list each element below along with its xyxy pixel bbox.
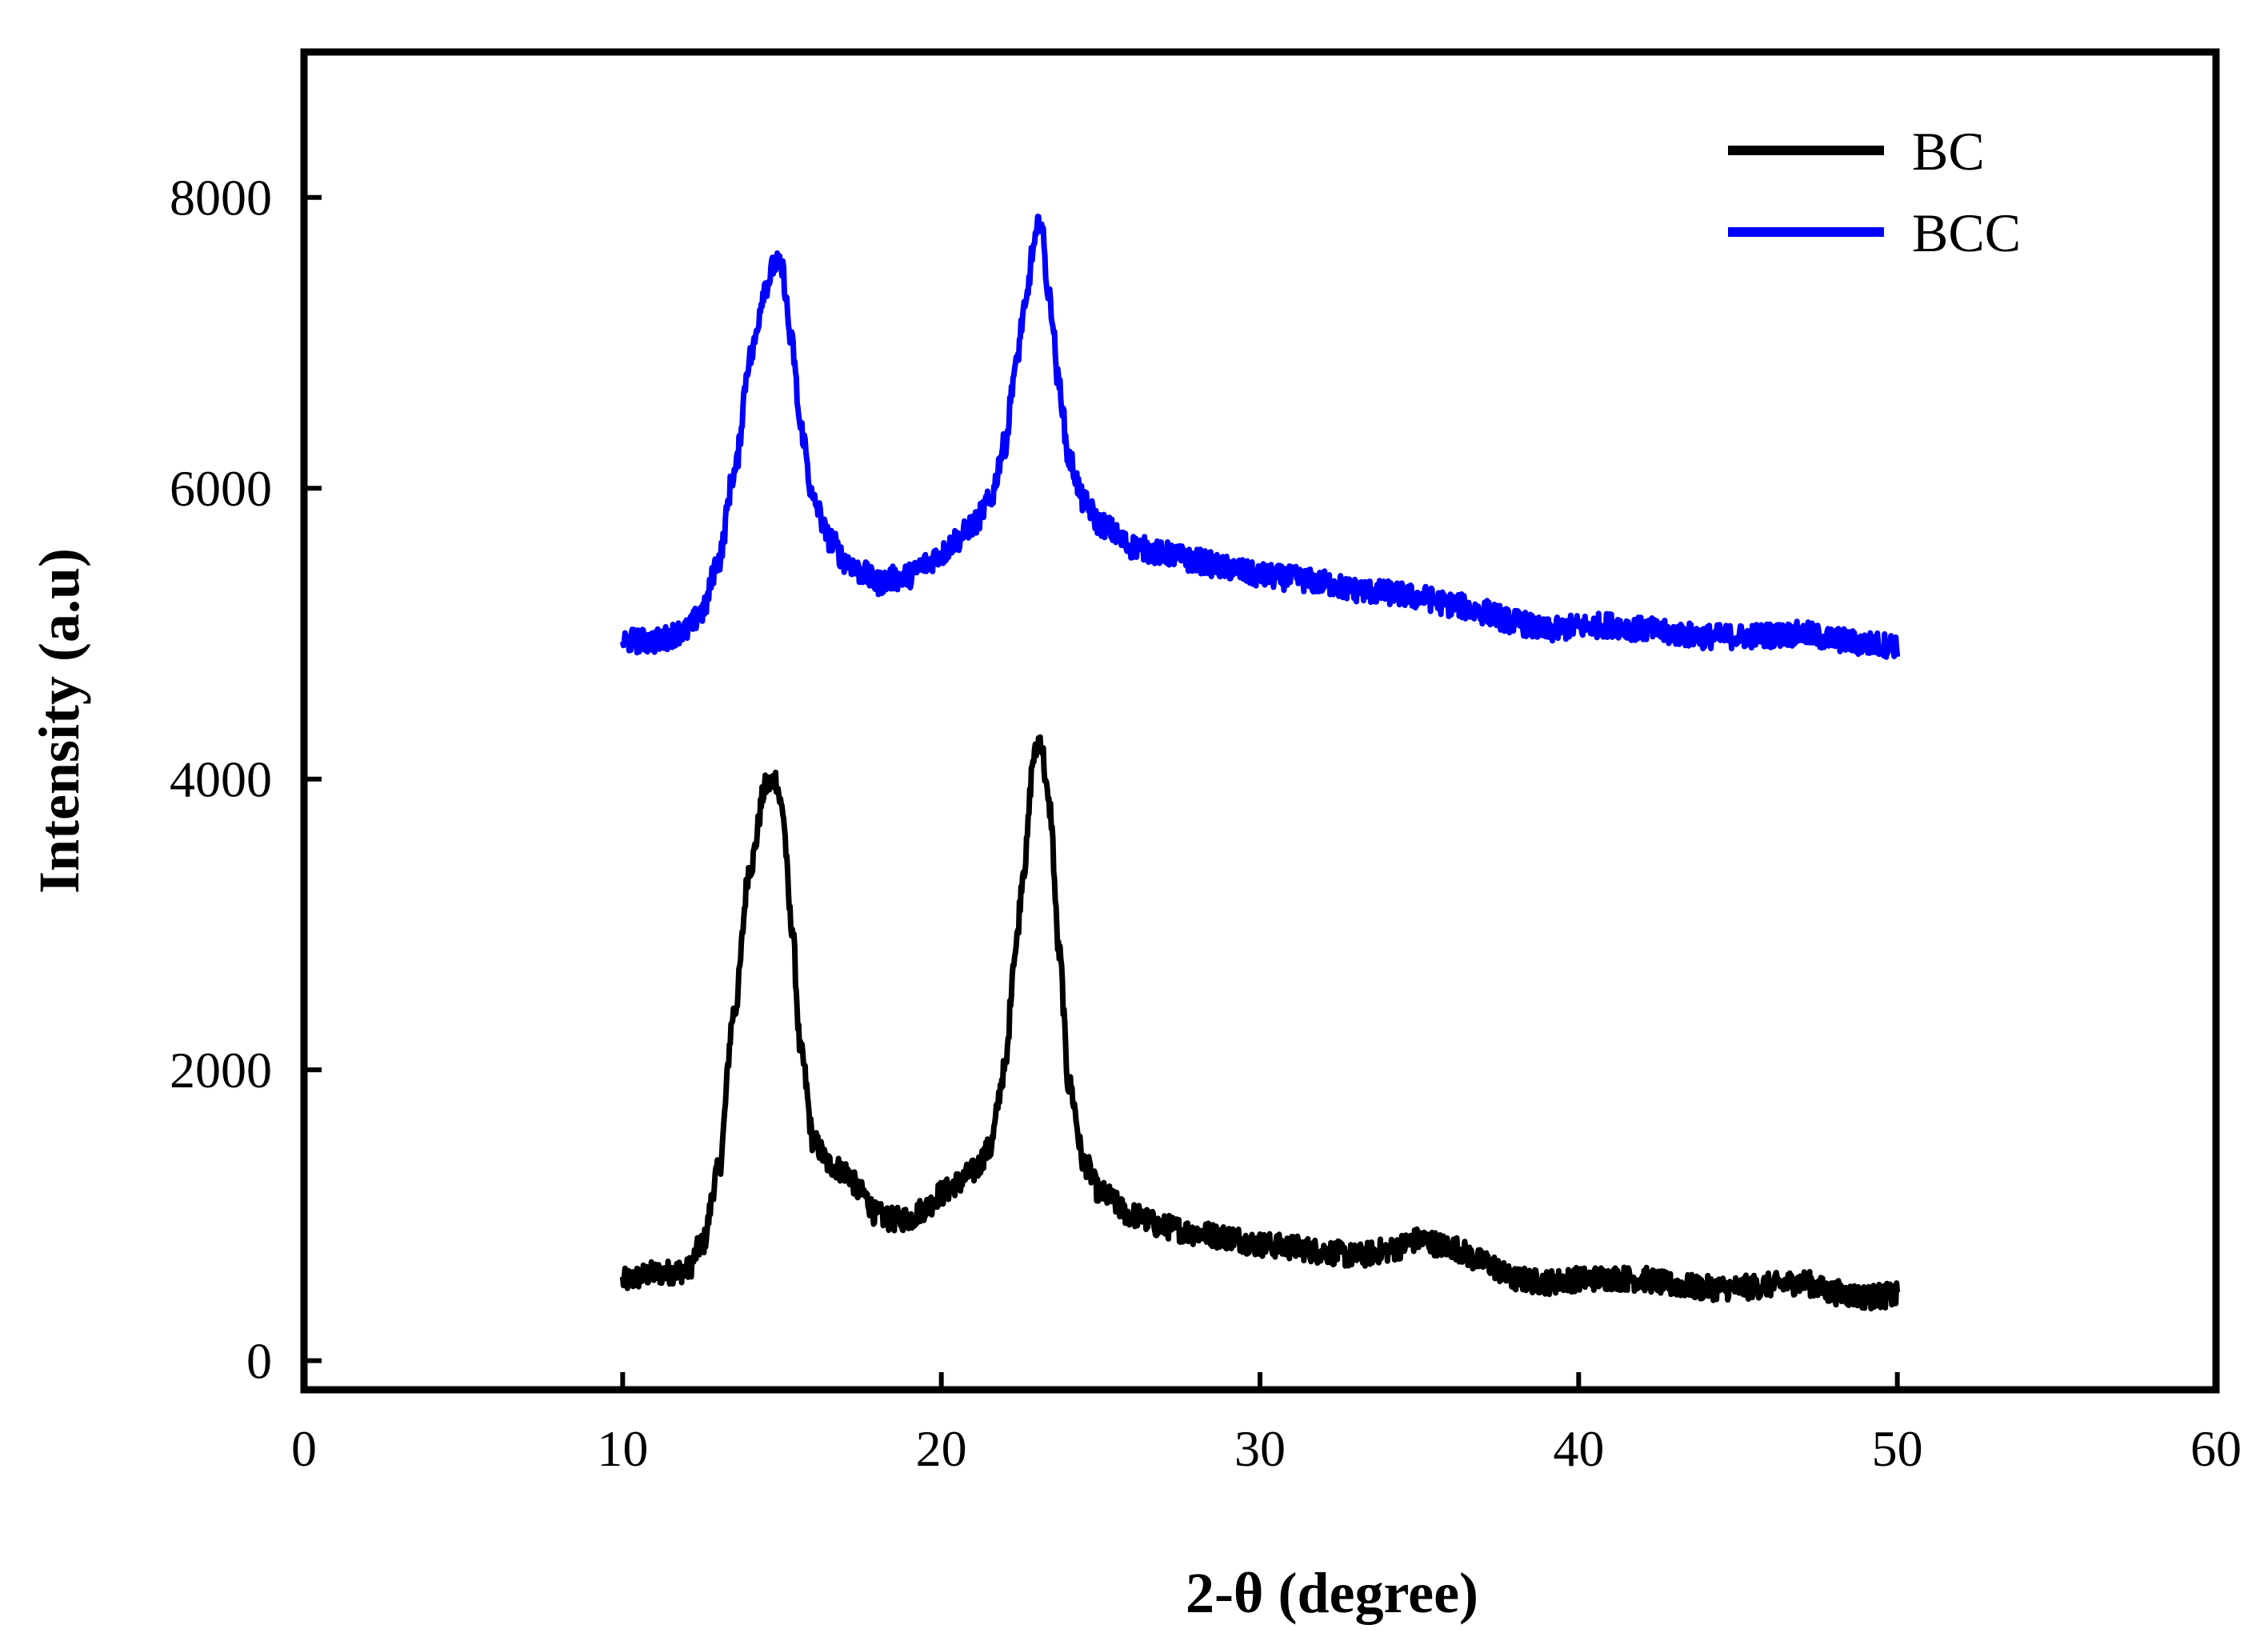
- y-tick-label: 6000: [170, 460, 272, 517]
- x-axis: 0 10 20 30 40 50 60: [291, 1372, 2242, 1477]
- plot-frame: [300, 48, 2220, 1394]
- legend-label-bcc: BCC: [1912, 202, 2021, 263]
- x-tick-label: 0: [291, 1420, 317, 1477]
- y-axis-title: Intensity (a.u): [27, 548, 91, 894]
- series-line-bcc: [619, 214, 1901, 660]
- x-tick-label: 20: [916, 1420, 967, 1477]
- x-tick-label: 40: [1553, 1420, 1604, 1477]
- x-tick-label: 60: [2190, 1420, 2242, 1477]
- x-tick-label: 50: [1872, 1420, 1923, 1477]
- legend-label-bc: BC: [1912, 121, 1985, 182]
- series-line-bc: [619, 734, 1901, 1312]
- series-layer: [619, 214, 1901, 1312]
- x-tick-label: 30: [1234, 1420, 1286, 1477]
- x-axis-title: 2-θ (degree): [1186, 1561, 1478, 1625]
- x-tick-label: 10: [597, 1420, 648, 1477]
- legend: BC BCC: [1728, 121, 2021, 263]
- y-tick-label: 4000: [170, 751, 272, 808]
- y-tick-label: 0: [246, 1333, 272, 1390]
- y-tick-label: 8000: [170, 170, 272, 226]
- y-axis: 0 2000 4000 6000 8000: [170, 170, 322, 1390]
- y-tick-label: 2000: [170, 1042, 272, 1099]
